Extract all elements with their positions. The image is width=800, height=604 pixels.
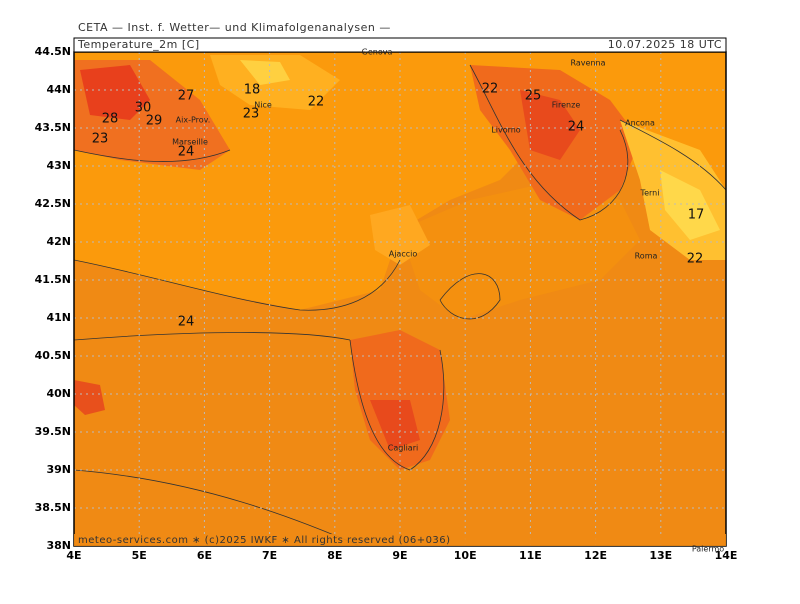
contour-label: 17 (688, 208, 705, 223)
city-label: Terni (640, 189, 660, 198)
city-label: Nice (254, 101, 272, 110)
contour-label: 29 (146, 114, 163, 129)
contour-label: 30 (135, 101, 152, 116)
lat-label: 40N (46, 387, 71, 400)
lon-label: 11E (519, 549, 542, 562)
city-label: Aix-Prov. (176, 116, 211, 125)
lat-label: 39N (46, 463, 71, 476)
contour-label: 25 (525, 89, 542, 104)
lon-label: 14E (715, 549, 738, 562)
contour-label: 22 (687, 252, 704, 267)
city-label: Palermo (692, 545, 724, 554)
contour-label: 22 (308, 95, 325, 110)
lat-label: 44N (46, 83, 71, 96)
lon-label: 8E (327, 549, 342, 562)
lat-label: 42N (46, 235, 71, 248)
contour-label: 24 (178, 145, 195, 160)
contour-label: 23 (243, 107, 260, 122)
graticule (74, 52, 726, 546)
lat-label: 39.5N (35, 425, 71, 438)
city-label: Genova (362, 48, 393, 57)
lat-label: 44.5N (35, 45, 71, 58)
city-label: Ancona (625, 119, 655, 128)
contour-label: 24 (568, 120, 585, 135)
city-label: Livorno (491, 126, 521, 135)
city-label: Roma (635, 252, 658, 261)
lon-label: 12E (584, 549, 607, 562)
title-box (73, 37, 727, 53)
lon-label: 5E (132, 549, 147, 562)
lat-label: 38.5N (35, 501, 71, 514)
city-label: Ravenna (571, 59, 606, 68)
lon-label: 6E (197, 549, 212, 562)
lat-label: 38N (46, 539, 71, 552)
city-label: Cagliari (388, 444, 418, 453)
contour-label: 22 (482, 82, 499, 97)
lon-label: 7E (262, 549, 277, 562)
lon-label: 4E (66, 549, 81, 562)
contour-label: 24 (178, 315, 195, 330)
lat-label: 40.5N (35, 349, 71, 362)
lat-label: 41.5N (35, 273, 71, 286)
lon-label: 9E (392, 549, 407, 562)
valid-time: 10.07.2025 18 UTC (608, 38, 722, 51)
contour-label: 27 (178, 89, 195, 104)
lat-label: 43.5N (35, 121, 71, 134)
temperature-field (74, 52, 726, 546)
contour-label: 18 (244, 83, 261, 98)
lon-label: 13E (649, 549, 672, 562)
contour-label: 23 (92, 132, 109, 147)
map-title: Temperature_2m [C] (77, 38, 200, 51)
city-label: Marseille (172, 138, 208, 147)
source-text: CETA — Inst. f. Wetter— und Klimafolgena… (78, 21, 391, 34)
lat-label: 42.5N (35, 197, 71, 210)
lat-label: 41N (46, 311, 71, 324)
contour-label: 28 (102, 112, 119, 127)
city-label: Firenze (552, 101, 581, 110)
city-label: Ajaccio (389, 250, 418, 259)
footer-text: meteo-services.com ∗ (c)2025 IWKF ∗ All … (78, 535, 451, 546)
footer-box (74, 534, 726, 546)
lat-label: 43N (46, 159, 71, 172)
lon-label: 10E (454, 549, 477, 562)
